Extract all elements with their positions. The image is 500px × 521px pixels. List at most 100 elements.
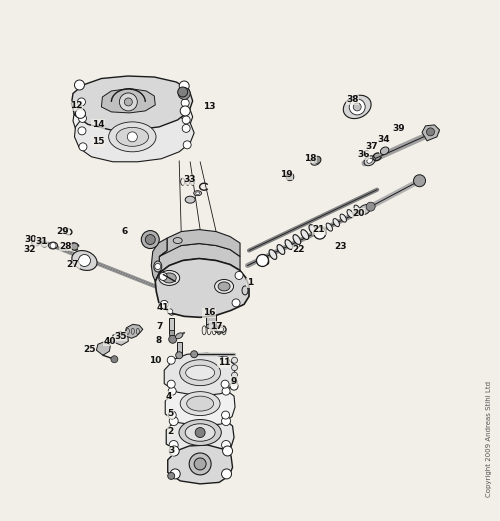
Ellipse shape <box>242 286 248 295</box>
Circle shape <box>195 428 205 438</box>
Polygon shape <box>124 324 143 338</box>
Text: 32: 32 <box>24 245 36 254</box>
Circle shape <box>183 141 191 149</box>
Text: 7: 7 <box>156 322 162 331</box>
Circle shape <box>111 356 118 363</box>
Text: 10: 10 <box>149 356 162 365</box>
Circle shape <box>426 128 434 136</box>
Polygon shape <box>168 307 176 315</box>
Ellipse shape <box>269 250 277 259</box>
Ellipse shape <box>173 238 182 243</box>
Polygon shape <box>168 445 232 484</box>
Ellipse shape <box>48 242 58 249</box>
Circle shape <box>222 417 230 426</box>
Circle shape <box>414 175 426 187</box>
Ellipse shape <box>310 156 321 165</box>
Circle shape <box>146 234 156 244</box>
Ellipse shape <box>185 196 195 203</box>
Circle shape <box>76 108 86 118</box>
Circle shape <box>50 243 56 249</box>
Ellipse shape <box>326 223 332 231</box>
Ellipse shape <box>196 192 200 194</box>
Circle shape <box>169 440 178 450</box>
Text: 13: 13 <box>203 103 215 111</box>
Circle shape <box>232 380 237 386</box>
Ellipse shape <box>180 392 220 416</box>
Polygon shape <box>96 341 110 355</box>
Circle shape <box>168 387 176 395</box>
Circle shape <box>170 469 180 479</box>
Polygon shape <box>166 415 234 456</box>
Circle shape <box>178 87 188 97</box>
Text: 30: 30 <box>24 235 37 244</box>
Ellipse shape <box>319 228 326 235</box>
Ellipse shape <box>176 333 183 339</box>
Ellipse shape <box>154 261 162 272</box>
Circle shape <box>142 231 160 249</box>
Ellipse shape <box>186 365 214 380</box>
Ellipse shape <box>116 127 148 146</box>
Text: 40: 40 <box>103 337 116 346</box>
Circle shape <box>79 143 87 151</box>
Circle shape <box>232 365 237 371</box>
Circle shape <box>179 81 189 91</box>
Circle shape <box>168 473 174 479</box>
Circle shape <box>232 357 237 363</box>
Circle shape <box>194 458 206 470</box>
Text: 1: 1 <box>247 278 253 288</box>
Ellipse shape <box>347 209 354 218</box>
Text: 14: 14 <box>92 120 104 129</box>
Circle shape <box>222 387 230 395</box>
Ellipse shape <box>367 158 372 163</box>
Circle shape <box>221 380 229 388</box>
Ellipse shape <box>214 279 234 293</box>
Bar <box>168 318 173 333</box>
Ellipse shape <box>159 270 180 286</box>
Text: 25: 25 <box>83 345 96 354</box>
Text: 27: 27 <box>66 260 80 269</box>
Text: 16: 16 <box>203 308 215 317</box>
Circle shape <box>286 173 294 181</box>
Circle shape <box>314 156 321 163</box>
Circle shape <box>120 93 138 111</box>
Ellipse shape <box>354 205 360 213</box>
Circle shape <box>314 227 326 239</box>
Circle shape <box>176 352 182 359</box>
Text: Copyright 2009 Andreas Stihl Ltd: Copyright 2009 Andreas Stihl Ltd <box>486 381 492 498</box>
Text: 4: 4 <box>166 392 172 401</box>
Ellipse shape <box>216 327 224 331</box>
Ellipse shape <box>344 95 371 119</box>
Polygon shape <box>74 109 194 162</box>
Circle shape <box>182 116 190 124</box>
Ellipse shape <box>309 225 316 234</box>
Text: 41: 41 <box>156 303 169 313</box>
Text: 2: 2 <box>167 427 173 436</box>
Text: 34: 34 <box>378 135 390 144</box>
Text: 38: 38 <box>346 95 358 104</box>
Polygon shape <box>160 243 240 273</box>
Text: 21: 21 <box>312 225 325 234</box>
Text: 39: 39 <box>392 124 405 133</box>
Ellipse shape <box>179 419 222 445</box>
Text: 29: 29 <box>56 227 70 236</box>
Text: 6: 6 <box>121 227 128 236</box>
Ellipse shape <box>214 326 226 333</box>
Polygon shape <box>102 89 156 113</box>
Circle shape <box>189 453 211 475</box>
Ellipse shape <box>293 234 300 244</box>
Circle shape <box>160 301 168 308</box>
Polygon shape <box>164 353 235 396</box>
Bar <box>176 342 182 356</box>
Polygon shape <box>165 385 235 426</box>
Circle shape <box>168 336 176 343</box>
Text: 23: 23 <box>334 242 347 251</box>
Circle shape <box>168 309 172 314</box>
Circle shape <box>160 272 167 280</box>
Ellipse shape <box>218 282 230 291</box>
Ellipse shape <box>301 230 308 240</box>
Bar <box>206 306 216 326</box>
Circle shape <box>181 99 189 107</box>
Polygon shape <box>422 125 440 141</box>
Polygon shape <box>73 93 192 146</box>
Circle shape <box>222 446 232 456</box>
